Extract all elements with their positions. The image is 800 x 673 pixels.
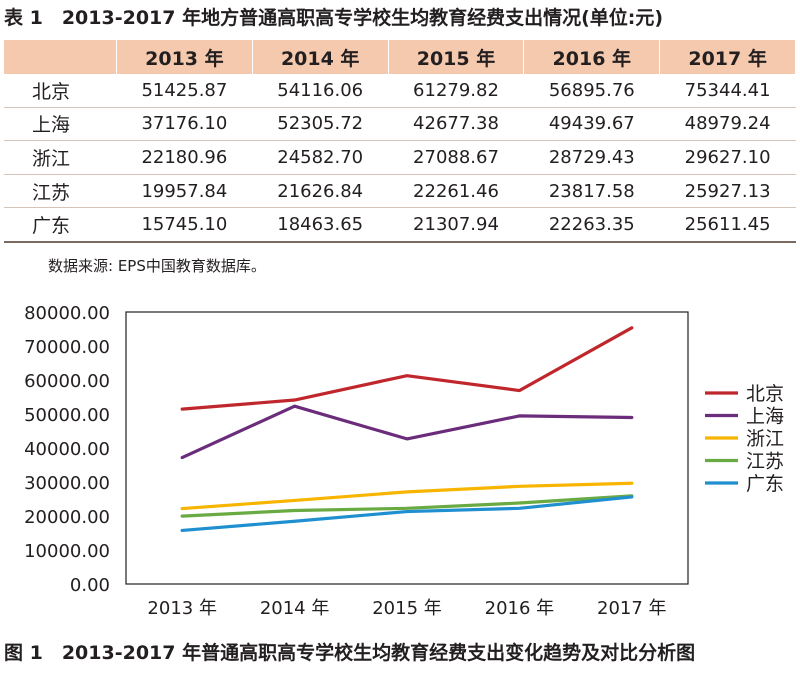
table-header-year: 2016 年 [523,40,661,74]
row-region-label: 北京 [4,74,117,108]
line-chart: 0.00 10000.00 20000.00 30000.00 40000.00 5000… [24,303,784,619]
table-cell: 15745.10 [116,207,253,243]
table-cell: 18463.65 [252,207,389,243]
row-region-label: 浙江 [4,140,117,175]
data-table: 2013 年 2014 年 2015 年 2016 年 2017 年 北京 51… [4,40,796,243]
table-row: 北京 51425.87 54116.06 61279.82 56895.76 7… [4,74,796,108]
y-tick-label: 60000.00 [24,371,110,392]
table-header-corner [4,40,117,74]
table-cell: 75344.41 [659,74,796,108]
legend-label: 广东 [746,473,784,495]
figure-caption: 图 1 2013-2017 年普通高职高专学校生均教育经费支出变化趋势及对比分析… [4,642,696,664]
series-line [180,481,634,511]
x-tick-label: 2016 年 [485,598,555,619]
series-line [180,326,634,411]
x-tick-label: 2015 年 [372,598,442,619]
table-cell: 52305.72 [252,107,389,142]
series-line [180,495,634,533]
table-row: 广东 15745.10 18463.65 21307.94 22263.35 2… [4,207,796,243]
legend-label: 江苏 [746,451,784,473]
table-header-year: 2013 年 [116,40,253,74]
table-cell: 22261.46 [388,174,524,209]
x-tick-label: 2017 年 [597,598,667,619]
row-region-label: 江苏 [4,174,117,209]
source-note: 数据来源: EPS中国教育数据库。 [48,257,266,275]
table-row: 上海 37176.10 52305.72 42677.38 49439.67 4… [4,107,796,142]
table-cell: 27088.67 [388,140,524,175]
table-cell: 37176.10 [116,107,253,142]
table-cell: 48979.24 [659,107,796,142]
table-cell: 42677.38 [388,107,524,142]
table-cell: 29627.10 [659,140,796,175]
table-cell: 54116.06 [252,74,389,108]
legend-label: 浙江 [746,428,784,450]
legend-label: 上海 [746,406,784,428]
table-cell: 23817.58 [523,174,660,209]
table-cell: 21626.84 [252,174,389,209]
table-cell: 51425.87 [116,74,253,108]
x-axis: 2013 年 2014 年 2015 年 2016 年 2017 年 [147,598,666,619]
table-caption: 表 1 2013-2017 年地方普通高职高专学校生均教育经费支出情况(单位:元… [4,7,664,29]
y-tick-label: 30000.00 [24,473,110,494]
table-row: 浙江 22180.96 24582.70 27088.67 28729.43 2… [4,140,796,175]
legend-label: 北京 [746,383,784,405]
series-lines [180,326,634,533]
y-tick-label: 0.00 [70,575,110,596]
table-cell: 56895.76 [523,74,660,108]
table-cell: 61279.82 [388,74,524,108]
table-cell: 22180.96 [116,140,253,175]
table-header-row: 2013 年 2014 年 2015 年 2016 年 2017 年 [4,40,796,74]
plot-frame [125,311,689,585]
table-header-year: 2014 年 [252,40,389,74]
table-cell: 22263.35 [523,207,660,243]
y-tick-label: 70000.00 [24,337,110,358]
x-tick-label: 2014 年 [260,598,330,619]
table-cell: 25611.45 [659,207,796,243]
y-tick-label: 50000.00 [24,405,110,426]
table-cell: 49439.67 [523,107,660,142]
y-tick-label: 40000.00 [24,439,110,460]
table-row: 江苏 19957.84 21626.84 22261.46 23817.58 2… [4,174,796,209]
table-header-year: 2017 年 [659,40,796,74]
series-line [180,404,634,460]
y-tick-label: 80000.00 [24,303,110,324]
table-cell: 24582.70 [252,140,389,175]
table-header-year: 2015 年 [388,40,525,74]
y-axis: 0.00 10000.00 20000.00 30000.00 40000.00 5000… [24,303,110,596]
table-cell: 25927.13 [659,174,796,209]
row-region-label: 广东 [4,207,117,243]
x-tick-label: 2013 年 [147,598,217,619]
y-tick-label: 20000.00 [24,507,110,528]
table-cell: 28729.43 [523,140,660,175]
series-line [180,494,634,518]
table-cell: 21307.94 [388,207,524,243]
row-region-label: 上海 [4,107,117,142]
table-cell: 19957.84 [116,174,253,209]
y-tick-label: 10000.00 [24,541,110,562]
